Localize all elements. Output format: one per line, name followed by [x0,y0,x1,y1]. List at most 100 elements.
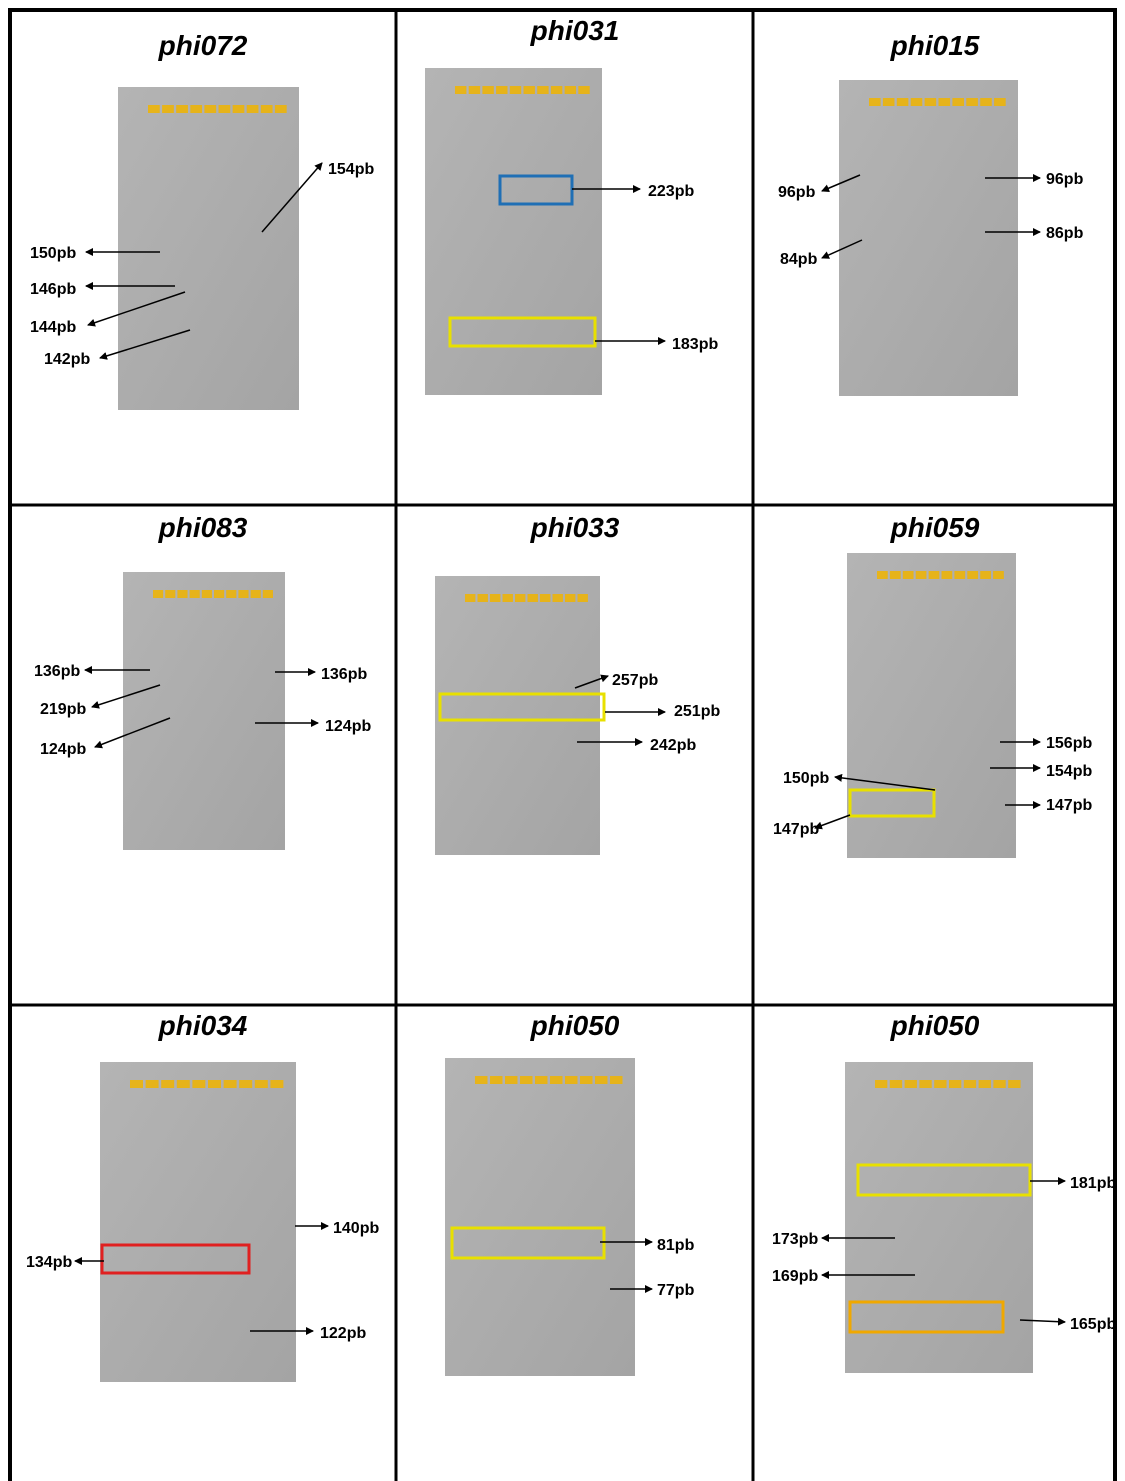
ladder-band [565,594,575,602]
ladder-band [537,86,548,94]
ladder-band [465,594,475,602]
ladder-band [177,590,187,598]
size-label: 142pb [44,351,90,368]
size-label: 136pb [34,663,80,680]
ladder-band [520,1076,533,1084]
size-label: 150pb [783,770,829,787]
panel-title: phi050 [890,1010,980,1041]
size-label: 124pb [325,718,371,735]
ladder-band [263,590,273,598]
ladder-band [578,86,589,94]
size-label: 154pb [1046,763,1092,780]
size-label: 183pb [672,336,718,353]
ladder-band [510,86,521,94]
ladder-band [261,105,273,113]
ladder-band [967,571,978,579]
ladder-band [503,594,513,602]
ladder-band [580,1076,593,1084]
ladder-band [939,98,951,106]
ladder-band [496,86,507,94]
size-label: 144pb [30,319,76,336]
ladder-band [148,105,160,113]
ladder-band [916,571,927,579]
panel-title: phi083 [158,512,248,543]
ladder-band [952,98,964,106]
ladder-band [565,86,576,94]
ladder-band [925,98,937,106]
ladder-band [954,571,965,579]
ladder-band [964,1080,976,1088]
ladder-band [993,571,1004,579]
ladder-band [204,105,216,113]
ladder-band [190,590,200,598]
ladder-band [247,105,259,113]
ladder-band [551,86,562,94]
ladder-band [905,1080,917,1088]
ladder-band [883,98,895,106]
panel: phi050181pb173pb169pb165pb [772,1010,1116,1373]
size-label: 219pb [40,701,86,718]
size-label: 147pb [1046,797,1092,814]
ladder-band [890,571,901,579]
size-label: 257pb [612,672,658,689]
arrow [815,815,850,828]
size-label: 154pb [328,161,374,178]
size-label: 81pb [657,1237,695,1254]
ladder-band [875,1080,887,1088]
panel: phi050 81pb 77pb [445,1010,695,1376]
ladder-band [226,590,236,598]
size-label: 251pb [674,703,720,720]
ladder-band [524,86,535,94]
ladder-band [595,1076,608,1084]
ladder-band [219,105,231,113]
ladder-band [1008,1080,1020,1088]
size-label: 156pb [1046,735,1092,752]
ladder-band [239,1080,252,1088]
gel-image [839,80,1018,396]
gel-image [100,1062,296,1382]
size-label: 134pb [26,1254,72,1271]
ladder-band [897,98,909,106]
ladder-band [877,571,888,579]
ladder-band [929,571,940,579]
size-label: 140pb [333,1220,379,1237]
size-label: 147pb [773,821,819,838]
ladder-band [869,98,881,106]
panel-title: phi050 [530,1010,620,1041]
ladder-band [469,86,480,94]
ladder-band [153,590,163,598]
ladder-band [251,590,261,598]
gel-image [847,553,1016,858]
ladder-band [949,1080,961,1088]
ladder-band [535,1076,548,1084]
gel-image [123,572,285,850]
size-label: 96pb [778,184,816,201]
ladder-band [994,98,1006,106]
gel-image [845,1062,1033,1373]
size-label: 223pb [648,183,694,200]
ladder-band [165,590,175,598]
ladder-band [610,1076,623,1084]
ladder-band [528,594,538,602]
ladder-band [980,571,991,579]
panel: phi072154pb150pb146pb144pb142pb [30,30,374,410]
gel-image [435,576,600,855]
ladder-band [578,594,588,602]
size-label: 77pb [657,1282,695,1299]
size-label: 136pb [321,666,367,683]
size-label: 165pb [1070,1316,1116,1333]
figure: phi072154pb150pb146pb144pb142pbphi031223… [0,0,1125,1481]
panel-title: phi015 [890,30,980,61]
ladder-band [919,1080,931,1088]
ladder-band [224,1080,237,1088]
ladder-band [177,1080,190,1088]
ladder-band [478,594,488,602]
panel-title: phi031 [530,15,620,46]
size-label: 86pb [1046,225,1084,242]
ladder-band [934,1080,946,1088]
ladder-band [255,1080,268,1088]
ladder-band [890,1080,902,1088]
